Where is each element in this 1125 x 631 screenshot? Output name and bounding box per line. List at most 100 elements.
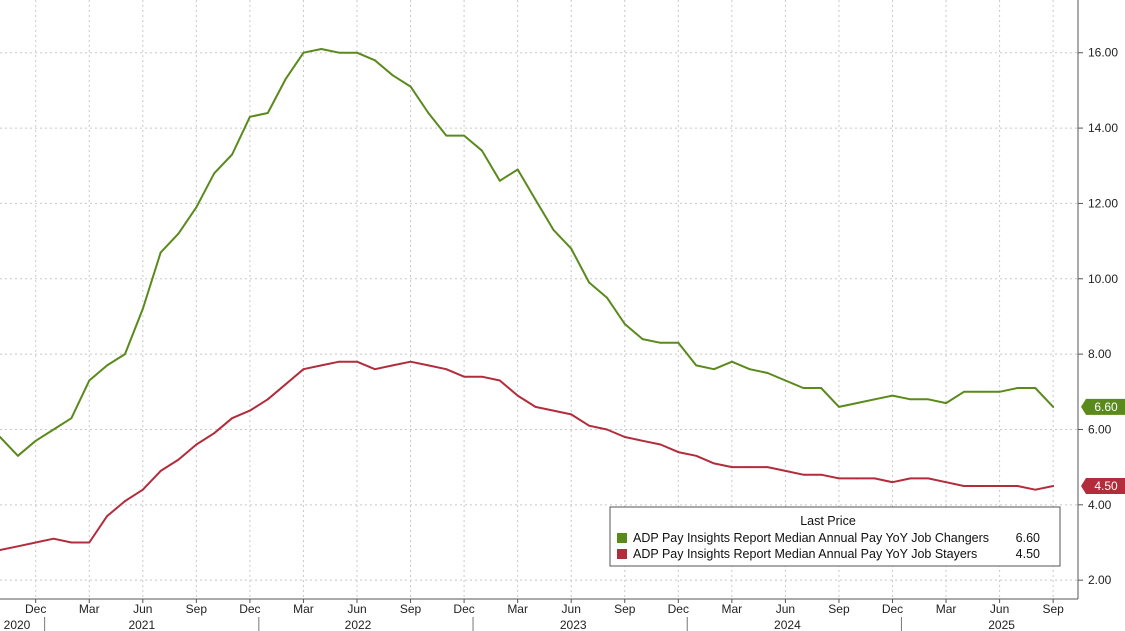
x-month-label: Mar: [507, 602, 528, 616]
last-value-tag-2: 4.50: [1081, 477, 1125, 494]
data-point: [641, 439, 644, 442]
data-point: [124, 353, 126, 356]
data-point: [891, 481, 894, 484]
data-point: [838, 405, 840, 408]
data-point: [873, 477, 876, 480]
data-point: [427, 364, 430, 367]
data-point: [713, 462, 715, 465]
y-tick-label: 2.00: [1088, 573, 1112, 587]
data-point: [1016, 485, 1019, 487]
x-month-label: Dec: [25, 602, 46, 616]
legend-swatch: [617, 533, 627, 543]
data-point: [1052, 405, 1055, 408]
last-value-tag-bg: [1081, 398, 1125, 415]
data-point: [195, 206, 198, 209]
data-point: [249, 115, 251, 118]
data-point: [945, 481, 947, 484]
data-point: [945, 402, 947, 405]
x-month-label: Sep: [614, 602, 636, 616]
data-point: [820, 473, 822, 476]
last-value-tag-1: 6.60: [1081, 398, 1125, 415]
data-point: [766, 372, 769, 374]
data-point: [159, 470, 162, 472]
data-point: [320, 364, 323, 367]
data-point: [606, 296, 608, 299]
data-point: [927, 398, 930, 401]
x-month-label: Jun: [562, 602, 581, 616]
data-point: [481, 149, 483, 152]
data-point: [963, 390, 965, 393]
data-point: [0, 436, 1, 438]
data-point: [338, 51, 341, 54]
data-point: [802, 473, 805, 476]
x-month-label: Dec: [668, 602, 689, 616]
data-point: [677, 451, 680, 453]
data-point: [391, 364, 394, 367]
data-point: [588, 281, 590, 284]
data-point: [516, 168, 519, 171]
data-point: [373, 59, 376, 62]
data-point: [266, 112, 269, 114]
y-tick-label: 12.00: [1088, 196, 1118, 210]
last-value-tag-label: 4.50: [1094, 479, 1118, 493]
legend-box: [609, 506, 1061, 567]
data-point: [124, 500, 126, 502]
x-month-label: Mar: [936, 602, 957, 616]
data-point: [498, 179, 501, 182]
data-point: [231, 153, 233, 156]
legend-entry-name: ADP Pay Insights Report Median Annual Pa…: [633, 547, 977, 561]
data-point: [534, 198, 537, 201]
data-point: [445, 368, 448, 371]
y-tick-label: 4.00: [1088, 498, 1112, 512]
data-point: [927, 477, 930, 480]
data-point: [356, 360, 358, 363]
data-point: [356, 51, 358, 54]
data-point: [570, 247, 573, 250]
data-point: [570, 413, 573, 416]
x-month-label: Mar: [722, 602, 743, 616]
data-point: [141, 308, 144, 310]
data-point: [623, 323, 626, 325]
data-point: [70, 417, 73, 420]
x-year-label: 2024: [774, 618, 801, 631]
x-month-label: Mar: [79, 602, 100, 616]
data-point: [998, 390, 1001, 393]
data-point: [855, 402, 858, 405]
data-point: [427, 112, 430, 114]
y-tick-label: 10.00: [1088, 272, 1118, 286]
series-lines: [0, 48, 1055, 551]
x-month-label: Jun: [347, 602, 366, 616]
data-point: [481, 375, 483, 378]
data-point: [88, 541, 91, 544]
x-month-label: Dec: [453, 602, 474, 616]
last-value-tags: 6.60 4.50: [1081, 398, 1125, 494]
data-point: [730, 360, 733, 363]
data-point: [873, 398, 876, 401]
data-point: [213, 172, 216, 175]
x-month-label: Sep: [1042, 602, 1064, 616]
x-month-label: Jun: [776, 602, 795, 616]
data-point: [16, 454, 19, 457]
data-point: [855, 477, 858, 480]
data-point: [391, 74, 394, 77]
data-point: [445, 134, 448, 137]
data-point: [106, 515, 108, 518]
data-point: [159, 251, 162, 254]
data-point: [748, 368, 751, 371]
x-year-label: 2020: [4, 618, 31, 631]
series-line-2: [0, 360, 1055, 551]
data-point: [284, 78, 287, 81]
x-month-label: Jun: [990, 602, 1009, 616]
data-point: [88, 379, 91, 382]
x-month-label: Dec: [882, 602, 903, 616]
data-point: [498, 379, 501, 382]
data-point: [320, 48, 323, 50]
data-point: [552, 228, 555, 231]
series-line-1: [0, 48, 1055, 457]
data-point: [1052, 485, 1055, 487]
data-point: [213, 432, 216, 435]
data-point: [338, 360, 341, 363]
data-point: [302, 51, 305, 54]
data-point: [623, 436, 626, 438]
